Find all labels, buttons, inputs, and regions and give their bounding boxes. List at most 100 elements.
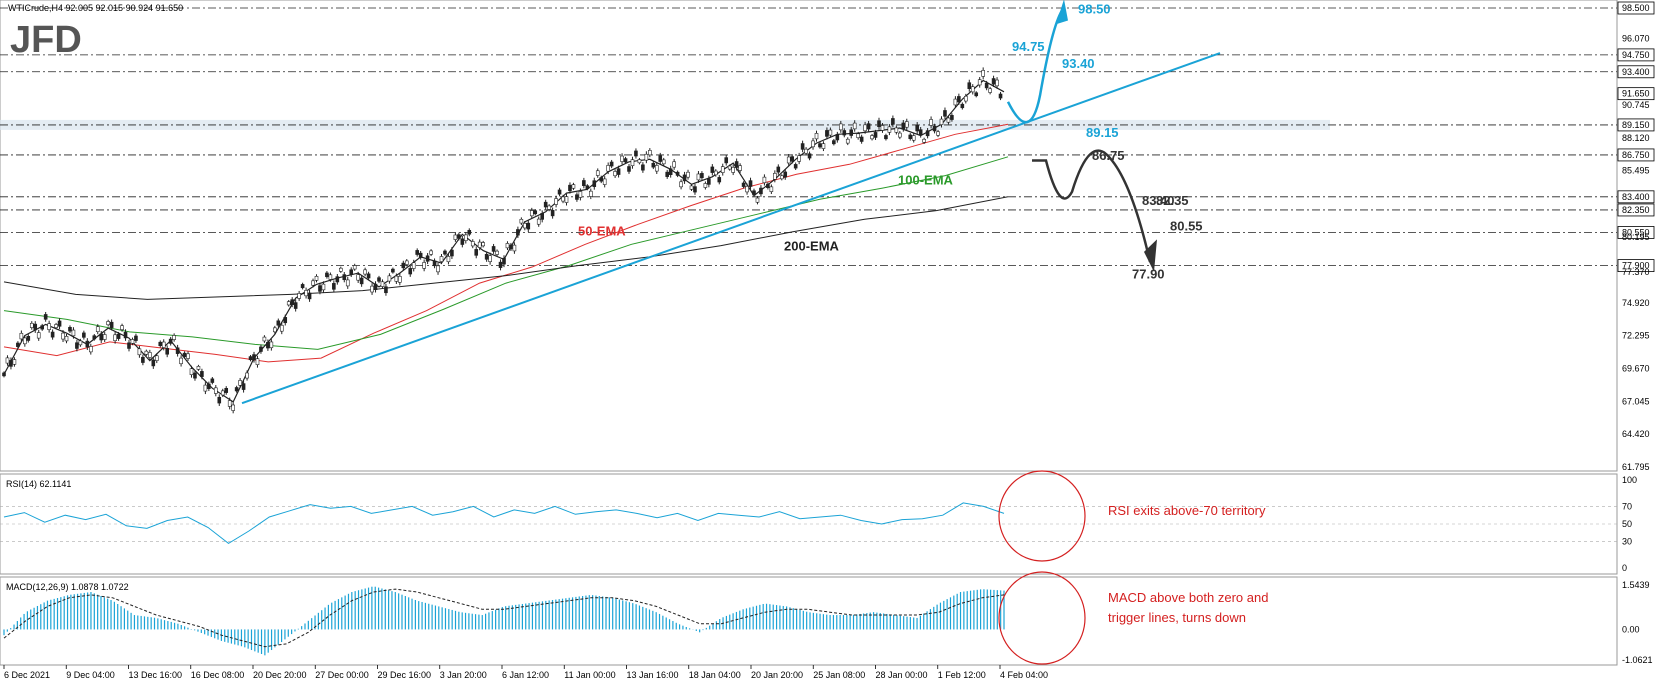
price-candle-body	[439, 256, 444, 262]
price-candle-body	[720, 166, 725, 173]
price-candle-body	[648, 150, 652, 156]
price-candle-body	[443, 250, 447, 255]
price-pane-frame	[0, 0, 1618, 472]
price-candle-body	[988, 88, 992, 93]
price-candle-body	[929, 119, 933, 126]
price-candle-body	[682, 174, 687, 182]
price-candle-body	[314, 276, 319, 281]
price-candle-body	[755, 197, 760, 203]
price-candle-body	[668, 168, 673, 175]
price-candle-body	[224, 388, 229, 393]
price-candle-body	[759, 187, 763, 195]
price-candle-body	[991, 78, 996, 85]
rsi-highlight-circle	[998, 470, 1086, 562]
price-candle-body	[707, 178, 711, 185]
price-candle-body	[606, 165, 610, 172]
price-candle-body	[182, 352, 187, 358]
price-candle-body	[964, 95, 968, 102]
price-candle-body	[536, 218, 541, 225]
price-candle-body	[339, 267, 343, 272]
bullish-label-94.75: 94.75	[1012, 39, 1045, 54]
price-candle-body	[970, 86, 975, 93]
price-candle-body	[498, 261, 503, 268]
price-candle-body	[43, 314, 48, 320]
price-tick-80.195: 80.195	[1622, 232, 1650, 242]
price-candle-body	[356, 274, 360, 281]
price-tick-91.650: 91.650	[1622, 89, 1650, 99]
macd-title: MACD(12,26,9) 1.0878 1.0722	[6, 582, 129, 592]
price-candle-body	[425, 255, 430, 262]
price-candle-body	[714, 170, 718, 176]
price-candle-body	[248, 356, 253, 361]
price-candle-body	[984, 82, 989, 89]
price-tick-86.750: 86.750	[1622, 150, 1650, 160]
price-candle-body	[200, 371, 204, 377]
price-candle-body	[550, 210, 555, 217]
price-candle-body	[214, 387, 218, 394]
price-tick-83.400: 83.400	[1622, 192, 1650, 202]
macd-pane-frame	[0, 576, 1618, 666]
price-tag-94.750	[1617, 48, 1655, 62]
price-candle-body	[960, 103, 965, 109]
price-candle-body	[276, 320, 281, 326]
price-candle-body	[36, 332, 41, 339]
price-candle-body	[797, 155, 801, 162]
price-candle-body	[352, 265, 357, 270]
macd-tick-1.5439: 1.5439	[1622, 580, 1650, 590]
price-candle-body	[196, 366, 201, 370]
price-candle-body	[474, 249, 479, 256]
x-tick-label: 29 Dec 16:00	[378, 670, 432, 680]
price-candle-body	[217, 396, 222, 404]
price-candle-body	[561, 196, 565, 202]
price-candle-body	[262, 336, 267, 342]
price-candle-body	[300, 284, 305, 289]
price-candle-body	[241, 383, 246, 390]
price-candle-body	[384, 286, 388, 294]
x-tick-label: 20 Dec 20:00	[253, 670, 307, 680]
macd-signal-line	[3, 588, 1005, 648]
x-tick-label: 1 Feb 12:00	[938, 670, 986, 680]
price-candle-body	[505, 243, 510, 249]
price-candle-body	[12, 359, 17, 365]
price-candle-body	[245, 372, 249, 379]
price-candle-body	[658, 155, 663, 162]
price-candle-body	[325, 272, 329, 278]
price-candle-body	[651, 162, 656, 168]
price-tick-69.670: 69.670	[1622, 364, 1650, 374]
price-candle-body	[259, 346, 263, 352]
price-candle-body	[227, 400, 232, 407]
price-candle-body	[411, 262, 416, 269]
price-candle-body	[401, 262, 406, 269]
price-candle-body	[186, 353, 190, 359]
price-candle-body	[887, 126, 892, 133]
price-candle-body	[95, 326, 100, 333]
bullish-arrowhead	[1056, 0, 1068, 25]
macd-annotation-line2: trigger lines, turns down	[1108, 610, 1246, 625]
price-candle-body	[210, 378, 215, 383]
price-candle-body	[623, 158, 628, 163]
price-tick-90.745: 90.745	[1622, 100, 1650, 110]
price-tag-77.900	[1617, 259, 1655, 273]
price-candle-body	[675, 171, 680, 176]
price-candle-body	[925, 130, 930, 137]
price-candle-body	[936, 131, 940, 136]
ema-label-100-EMA: 100-EMA	[898, 172, 954, 187]
price-candle-body	[23, 337, 27, 345]
price-candle-body	[495, 250, 499, 255]
price-candle-body	[85, 340, 90, 348]
price-candle-body	[766, 183, 770, 188]
price-candle-body	[137, 348, 142, 356]
price-candle-body	[16, 342, 20, 347]
price-candle-body	[238, 380, 242, 386]
bearish-label-77.90: 77.90	[1132, 267, 1165, 282]
price-candle-body	[134, 335, 138, 341]
price-candle-body	[92, 335, 97, 340]
price-candle-body	[745, 186, 749, 193]
price-candle-body	[859, 136, 864, 142]
price-candle-body	[387, 275, 392, 282]
price-candle-body	[207, 383, 211, 389]
bearish-label-80.55: 80.55	[1170, 218, 1203, 233]
price-candle-body	[78, 340, 83, 346]
